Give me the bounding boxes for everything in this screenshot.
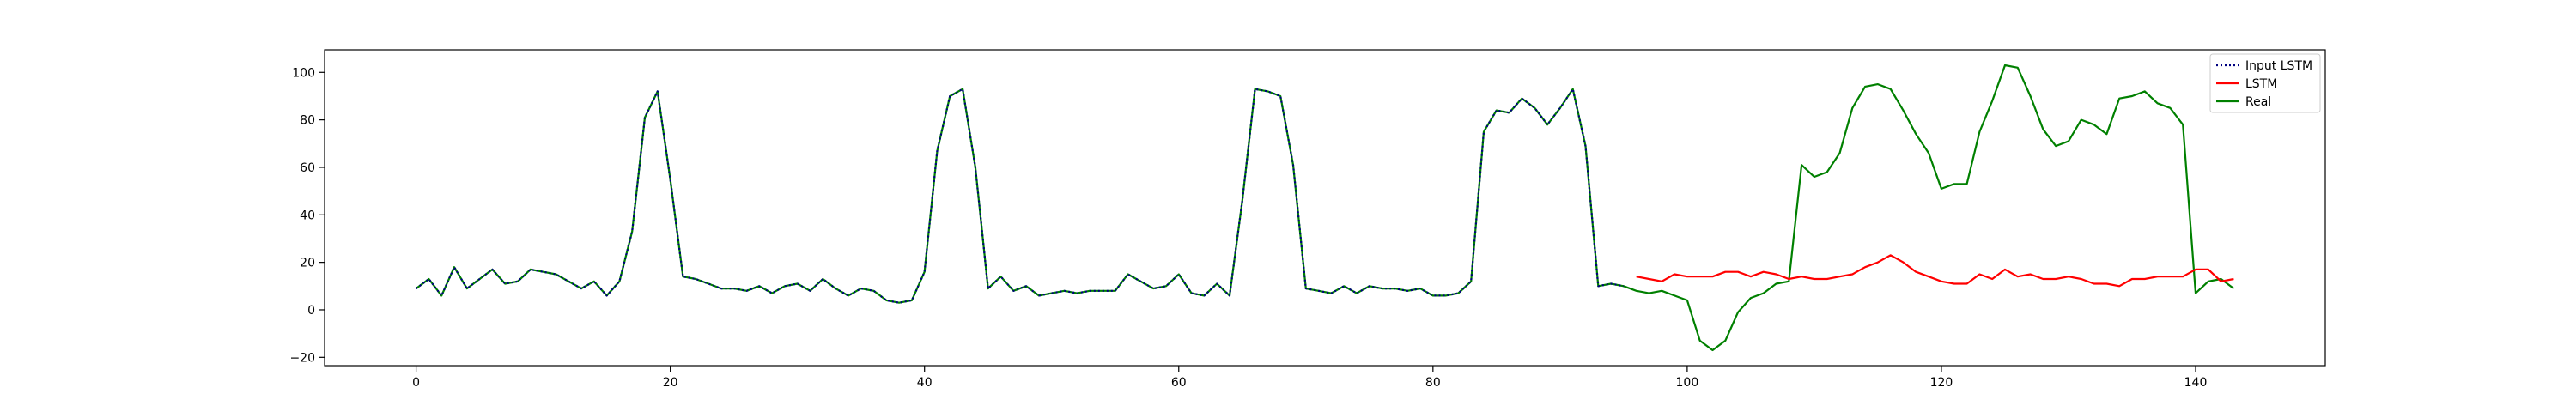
y-tick-label: 100 [292, 66, 315, 80]
x-tick-label: 80 [1425, 376, 1441, 390]
x-tick-label: 0 [412, 376, 420, 390]
x-tick-label: 20 [663, 376, 678, 390]
x-tick-label: 140 [2184, 376, 2208, 390]
legend-label-input-lstm: Input LSTM [2245, 59, 2312, 73]
y-axis: −20 0 20 40 60 80 100 [289, 66, 325, 365]
x-tick-label: 100 [1676, 376, 1699, 390]
legend: Input LSTM LSTM Real [2209, 53, 2321, 113]
y-tick-label: 20 [300, 257, 315, 270]
x-tick-label: 40 [917, 376, 933, 390]
y-tick-label: 40 [300, 209, 315, 222]
legend-box [2209, 53, 2321, 113]
x-axis: 0 20 40 60 80 100 120 140 [412, 366, 2207, 390]
y-tick-label: 60 [300, 161, 315, 175]
x-tick-label: 60 [1171, 376, 1187, 390]
legend-label-real: Real [2245, 95, 2271, 109]
legend-label-lstm: LSTM [2245, 77, 2277, 91]
y-tick-label: 80 [300, 114, 315, 128]
axes-frame [324, 49, 2326, 367]
series-line-lstm [1636, 254, 2234, 288]
y-tick-label: 0 [307, 304, 315, 318]
series-line-input-lstm [415, 88, 1625, 304]
series-line-real [415, 64, 2235, 352]
y-tick-label: −20 [289, 351, 315, 365]
series-lines [415, 64, 2235, 352]
x-tick-label: 120 [1930, 376, 1953, 390]
